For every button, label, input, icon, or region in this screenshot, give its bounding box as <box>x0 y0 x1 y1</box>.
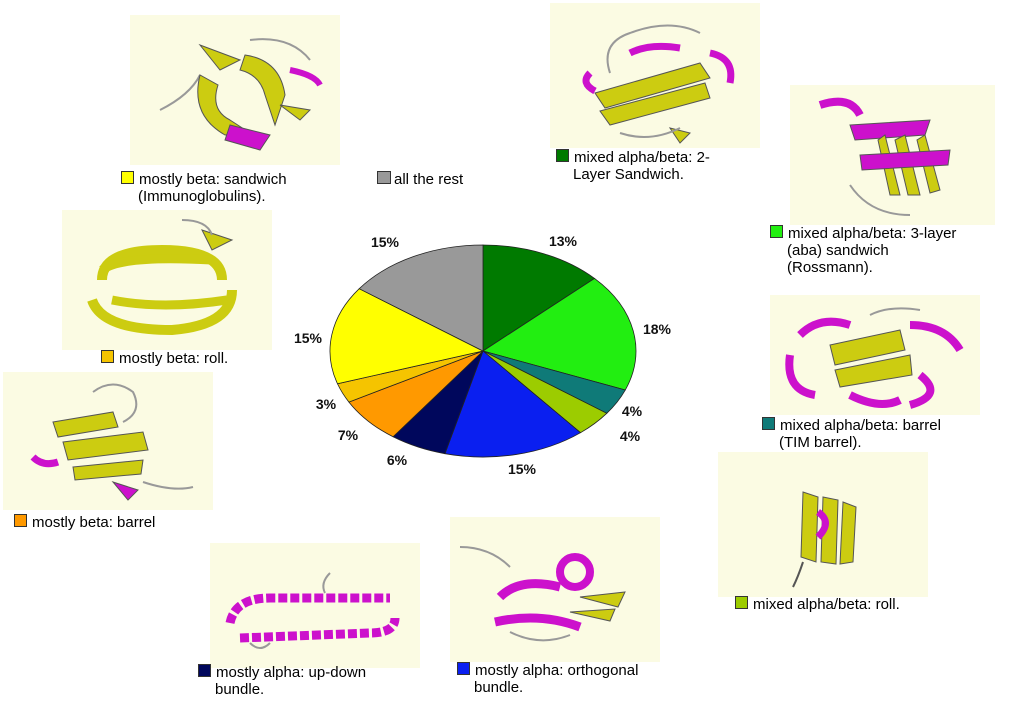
protein-image-rossmann <box>790 85 995 225</box>
legend-all-the-rest: all the rest <box>377 171 463 188</box>
legend-swatch <box>770 225 783 238</box>
pie-slice <box>482 277 637 391</box>
protein-image-beta-roll <box>62 210 272 350</box>
pie-slice <box>358 244 484 352</box>
pie-slice-label: 15% <box>294 330 323 346</box>
legend-label: mostly beta: barrel <box>32 514 156 531</box>
legend-label: all the rest <box>394 171 464 188</box>
protein-image-up-down-bundle <box>210 543 420 668</box>
legend-orthogonal-bundle: mostly alpha: orthogonal bundle. <box>457 662 638 696</box>
legend-2-layer-sandwich: mixed alpha/beta: 2- Layer Sandwich. <box>556 149 710 183</box>
legend-swatch <box>14 514 27 527</box>
legend-swatch <box>198 664 211 677</box>
legend-label: mixed alpha/beta: roll. <box>753 596 900 613</box>
legend-swatch <box>121 171 134 184</box>
legend-label: mostly alpha: up-down <box>216 664 367 681</box>
legend-label: (TIM barrel). <box>779 434 862 451</box>
pie-slice <box>444 350 582 458</box>
protein-image-2-layer-sandwich <box>550 3 760 148</box>
pie-slice-label: 15% <box>371 234 400 250</box>
protein-image-beta-sandwich <box>130 15 340 165</box>
legend-swatch <box>556 149 569 162</box>
legend-label: Layer Sandwich. <box>573 166 684 183</box>
legend-tim-barrel: mixed alpha/beta: barrel (TIM barrel). <box>762 417 941 451</box>
pie-chart: 13% 18% 4% 4% 15% 6% 7%3% 15% 15% <box>294 233 672 477</box>
pie-slice-label: 4% <box>620 428 641 444</box>
legend-alpha-beta-roll: mixed alpha/beta: roll. <box>735 596 900 613</box>
pie-slice <box>329 288 485 385</box>
legend-label: mixed alpha/beta: barrel <box>780 417 941 434</box>
protein-image-alpha-beta-roll <box>718 452 928 597</box>
protein-image-beta-barrel <box>3 372 213 510</box>
legend-label: (aba) sandwich <box>787 242 889 259</box>
legend-rossmann: mixed alpha/beta: 3-layer (aba) sandwich… <box>770 225 956 276</box>
legend-label: (Immunoglobulins). <box>138 188 266 205</box>
legend-label: mostly beta: roll. <box>119 350 229 367</box>
legend-up-down-bundle: mostly alpha: up-down bundle. <box>198 664 366 698</box>
legend-label: (Rossmann). <box>787 259 873 276</box>
legend-beta-roll: mostly beta: roll. <box>101 350 228 367</box>
legend-label: mostly beta: sandwich <box>139 171 287 188</box>
pie-slice-label: 13% <box>549 233 578 249</box>
legend-label: mixed alpha/beta: 3-layer <box>788 225 957 242</box>
pie-slice-label: 7% <box>338 427 359 443</box>
legend-swatch <box>457 662 470 675</box>
legend-beta-barrel: mostly beta: barrel <box>14 514 155 531</box>
legend-label: mostly alpha: orthogonal <box>475 662 639 679</box>
legend-swatch <box>377 171 391 184</box>
pie-slice-label: 3% <box>316 396 337 412</box>
legend-label: bundle. <box>215 681 265 698</box>
legend-swatch <box>762 417 775 430</box>
protein-image-tim-barrel <box>770 295 980 415</box>
legend-label: bundle. <box>474 679 524 696</box>
pie-slice-label: 18% <box>643 321 672 337</box>
legend-beta-sandwich: mostly beta: sandwich (Immunoglobulins). <box>121 171 287 205</box>
legend-label: mixed alpha/beta: 2- <box>574 149 710 166</box>
pie-slice <box>482 244 596 352</box>
protein-image-orthogonal-bundle <box>450 517 660 662</box>
pie-slice-label: 4% <box>622 403 643 419</box>
legend-swatch <box>735 596 748 609</box>
pie-slice-label: 6% <box>387 452 408 468</box>
legend-swatch <box>101 350 114 363</box>
pie-slice-label: 15% <box>508 461 537 477</box>
